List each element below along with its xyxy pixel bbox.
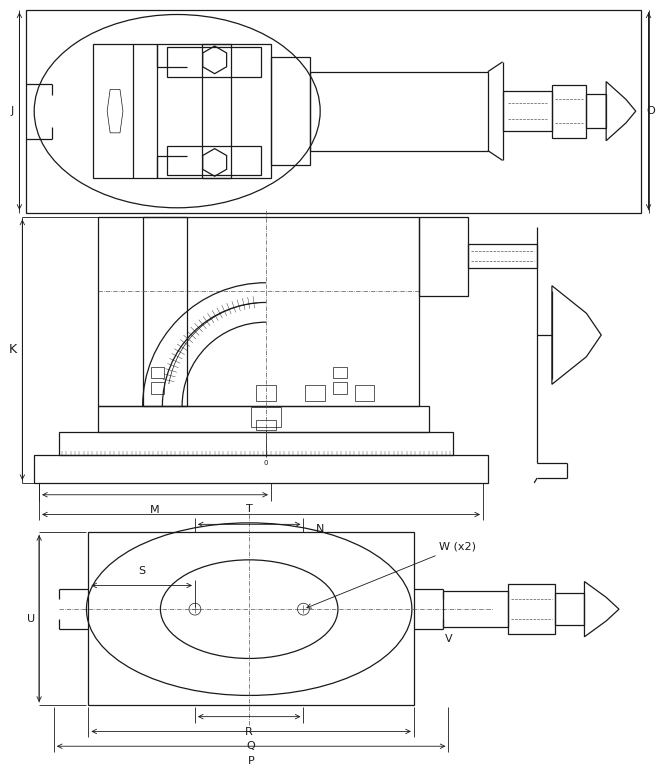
Bar (552, 84, 587, 138)
Text: R: R (245, 726, 253, 736)
Bar (26, 9, 641, 212)
Bar (333, 382, 347, 394)
Bar (555, 594, 585, 625)
Bar (99, 216, 187, 406)
Text: U: U (27, 614, 35, 624)
Bar (34, 456, 488, 483)
Bar (587, 94, 606, 128)
Bar (355, 385, 374, 401)
Text: 0: 0 (264, 460, 268, 466)
Bar (507, 584, 555, 634)
Bar (143, 216, 419, 406)
Text: V: V (445, 634, 452, 644)
Text: K: K (9, 344, 17, 357)
Bar (167, 47, 261, 77)
Text: J: J (11, 106, 14, 116)
Text: P: P (248, 756, 254, 766)
Bar (306, 385, 325, 401)
Bar (251, 407, 281, 426)
Bar (333, 367, 347, 378)
Bar (93, 44, 133, 178)
Bar (89, 532, 414, 705)
Bar (419, 216, 468, 295)
Bar (444, 591, 507, 627)
Bar (151, 382, 165, 394)
Text: W (x2): W (x2) (307, 542, 476, 608)
Text: Q: Q (247, 741, 256, 752)
Bar (503, 91, 552, 131)
Text: N: N (316, 525, 324, 535)
Bar (59, 432, 454, 456)
Text: S: S (138, 565, 145, 575)
Text: T: T (246, 505, 252, 515)
Bar (99, 406, 429, 432)
Bar (468, 244, 537, 268)
Bar (167, 146, 261, 175)
Bar (151, 367, 165, 378)
Bar (271, 57, 310, 166)
Bar (310, 71, 488, 150)
Text: M: M (151, 505, 160, 515)
Bar (157, 44, 271, 178)
Text: O: O (646, 106, 655, 116)
Bar (202, 44, 231, 178)
Bar (256, 420, 276, 430)
Bar (256, 385, 276, 401)
